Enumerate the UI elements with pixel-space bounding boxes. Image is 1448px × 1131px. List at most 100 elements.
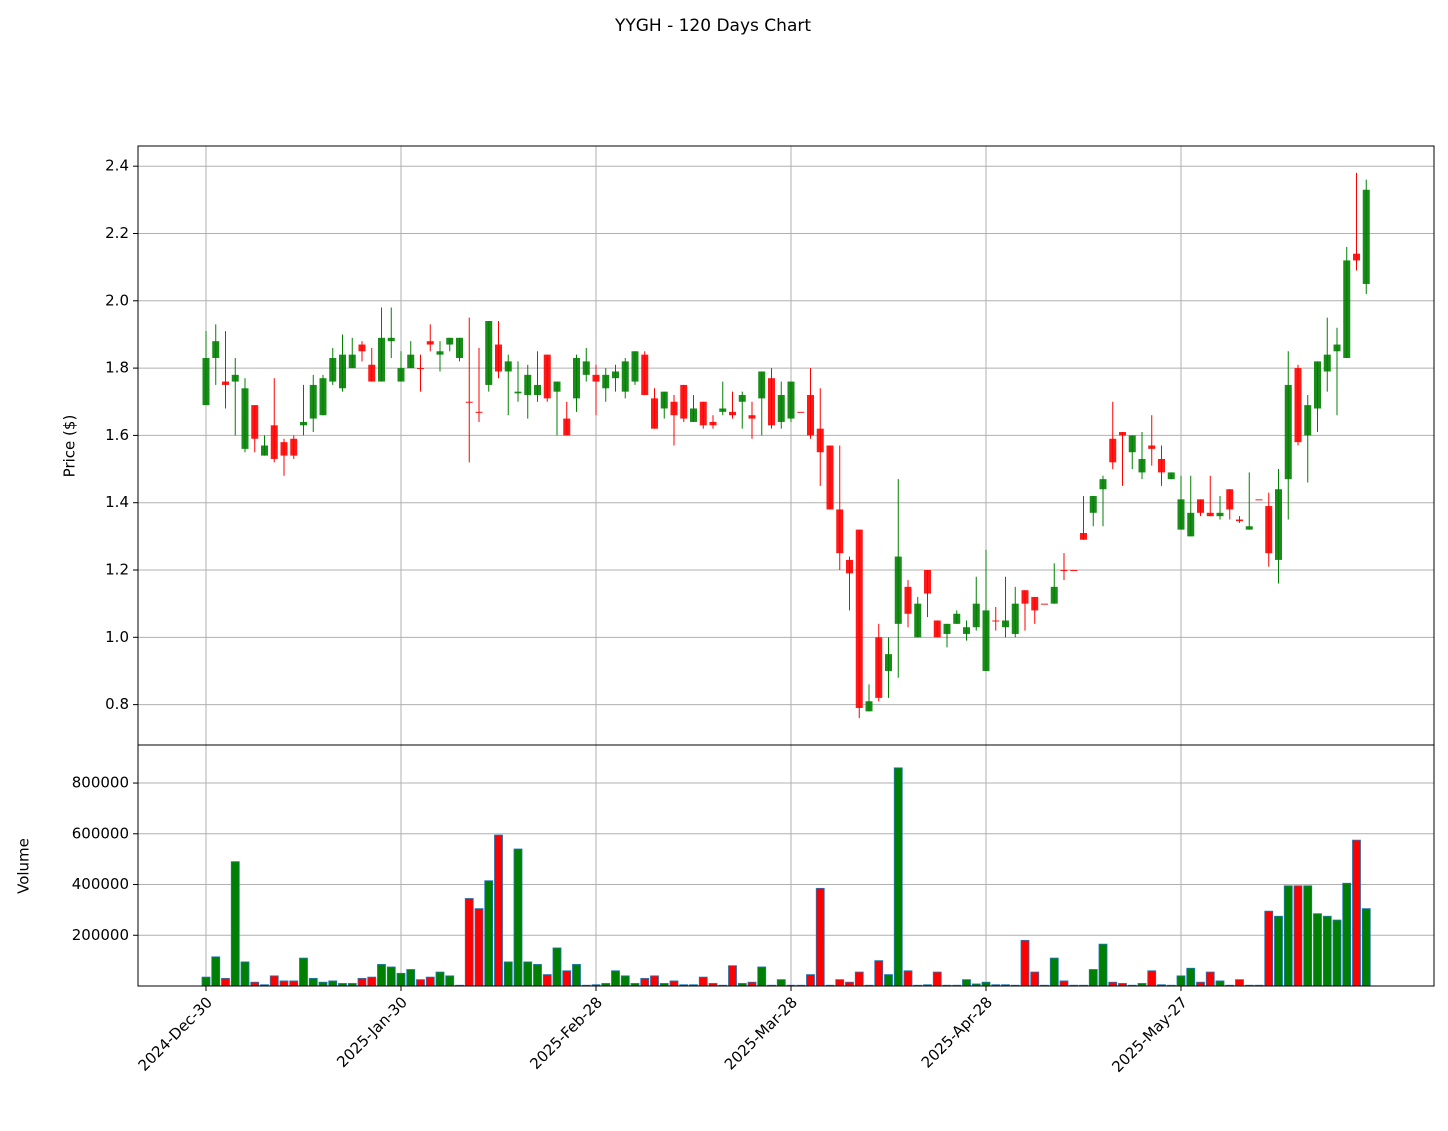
candle-body <box>651 398 658 429</box>
volume-bar <box>620 975 630 987</box>
candle-body <box>943 623 951 634</box>
volume-bar <box>494 834 503 987</box>
candle-body <box>309 384 317 419</box>
candle-body <box>1011 603 1019 634</box>
volume-bar <box>250 981 260 987</box>
candle-body <box>348 354 356 369</box>
candle-body <box>280 442 288 456</box>
y-tick-label: 1.4 <box>105 493 129 511</box>
volume-axis-label: Volume <box>15 838 33 894</box>
volume-bar <box>367 976 377 987</box>
candle-body <box>1255 499 1263 501</box>
candle-body <box>777 395 785 422</box>
candle-body <box>1148 445 1156 449</box>
volume-bar <box>874 960 884 987</box>
volume-bar <box>230 861 240 987</box>
volume-bar <box>542 974 552 987</box>
volume-bar <box>211 956 221 987</box>
candle-body <box>738 395 746 402</box>
candle-body <box>485 320 493 385</box>
candle-body <box>748 415 756 419</box>
candle-body <box>602 374 610 389</box>
candle-body <box>202 358 210 406</box>
candle-body <box>475 411 483 413</box>
candle-body <box>592 374 600 382</box>
candle-body <box>231 374 239 382</box>
candle-body <box>1167 472 1175 480</box>
candle-body <box>534 384 541 396</box>
volume-bar <box>1098 943 1108 987</box>
candle-body <box>465 401 473 403</box>
volume-bar <box>552 947 562 987</box>
volume-bar <box>1235 979 1244 987</box>
volume-bar <box>845 981 854 987</box>
candle-body <box>563 418 571 436</box>
candle-body <box>1099 479 1107 490</box>
y-tick-label: 1.8 <box>105 359 129 377</box>
volume-bar <box>757 966 767 987</box>
candle-body <box>963 627 970 634</box>
candle-body <box>933 620 941 638</box>
candle-body <box>504 361 512 372</box>
candle-body <box>1089 495 1097 513</box>
candle-body <box>261 445 268 456</box>
candle-body <box>885 654 892 671</box>
candle-body <box>612 371 619 379</box>
y-tick-label: 800000 <box>72 774 129 792</box>
candle-body <box>1119 432 1126 436</box>
volume-bar <box>523 961 533 987</box>
volume-bar <box>425 976 435 987</box>
candle-body <box>1343 260 1351 359</box>
volume-bar <box>484 880 494 987</box>
candle-body <box>1128 435 1136 453</box>
candle-body <box>1314 361 1321 409</box>
volume-bar <box>1059 980 1069 987</box>
y-tick-label: 200000 <box>72 926 129 944</box>
y-tick-label: 400000 <box>72 875 129 893</box>
y-tick-label: 1.6 <box>105 426 129 444</box>
volume-bar <box>1049 957 1059 987</box>
volume-bar <box>1176 975 1186 987</box>
volume-bar <box>1108 981 1118 987</box>
volume-bar <box>299 957 308 987</box>
candle-body <box>758 371 766 399</box>
candle-body <box>1138 458 1146 473</box>
volume-bar <box>503 961 513 987</box>
volume-bar <box>416 979 425 987</box>
candle-body <box>660 391 668 409</box>
volume-bar <box>474 908 484 987</box>
candle-body <box>1333 344 1341 352</box>
volume-bar <box>1215 980 1225 987</box>
volume-bar <box>328 980 338 987</box>
candle-body <box>729 411 736 416</box>
candle-body <box>241 388 249 449</box>
candle-body <box>894 556 902 624</box>
volume-bar <box>533 964 542 987</box>
volume-bar <box>445 975 455 987</box>
candle-body <box>1031 596 1039 611</box>
candle-body <box>1187 512 1195 537</box>
volume-bar <box>396 972 406 987</box>
volume-bar <box>903 970 913 987</box>
candle-body <box>270 425 278 459</box>
candle-body <box>992 620 1000 622</box>
candle-body <box>1060 570 1068 572</box>
volume-bar <box>893 767 903 987</box>
volume-bar <box>377 964 386 987</box>
candle-body <box>953 613 961 624</box>
candle-body <box>319 378 327 416</box>
volume-bar <box>884 974 893 987</box>
candle-body <box>573 358 580 399</box>
candle-body <box>914 603 922 638</box>
volume-bar <box>406 969 416 987</box>
candle-body <box>1050 586 1058 604</box>
candle-body <box>300 421 307 426</box>
candle-body <box>699 401 707 426</box>
volume-bar <box>1332 919 1342 987</box>
volume-bar <box>279 980 289 987</box>
x-tick-label: 2025-May-27 <box>1108 993 1191 1076</box>
volume-bar <box>1020 939 1030 987</box>
candle-body <box>816 428 824 453</box>
candle-body <box>339 354 346 389</box>
